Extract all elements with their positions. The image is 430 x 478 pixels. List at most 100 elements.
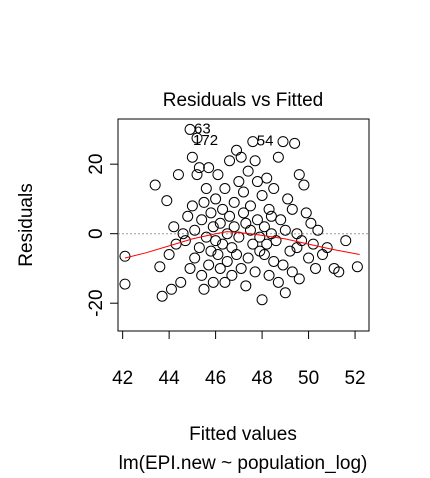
data-point — [261, 238, 273, 250]
data-point — [256, 294, 268, 306]
data-point — [219, 276, 231, 288]
data-point — [198, 283, 210, 295]
data-point — [168, 221, 180, 233]
data-point — [317, 249, 329, 261]
data-point — [351, 261, 363, 273]
data-point — [303, 252, 315, 264]
data-point — [217, 203, 229, 215]
data-point — [235, 151, 247, 163]
y-tick-label: -20 — [86, 289, 107, 316]
data-point — [291, 228, 303, 240]
data-point — [268, 183, 280, 195]
data-point — [172, 169, 184, 181]
data-point — [263, 269, 275, 281]
data-point — [258, 221, 270, 233]
data-point — [224, 210, 236, 222]
data-point — [240, 217, 252, 229]
data-point — [279, 287, 291, 299]
data-point — [231, 144, 243, 156]
data-point — [279, 224, 291, 236]
data-point — [207, 221, 219, 233]
data-point — [193, 242, 205, 254]
data-point — [247, 136, 259, 148]
data-point — [235, 262, 247, 274]
data-point — [191, 169, 203, 181]
data-point — [226, 269, 238, 281]
data-point — [184, 123, 196, 135]
outlier-label: 63 — [194, 120, 211, 137]
data-point — [205, 245, 217, 257]
data-point — [221, 255, 233, 267]
outlier-label: 54 — [257, 133, 274, 150]
data-point — [240, 280, 252, 292]
data-point — [200, 183, 212, 195]
data-point — [198, 196, 210, 208]
data-point — [186, 200, 198, 212]
data-point — [177, 228, 189, 240]
data-point — [189, 252, 201, 264]
data-point — [205, 207, 217, 219]
data-point — [189, 224, 201, 236]
chart-title: Residuals vs Fitted — [163, 90, 324, 111]
data-point — [286, 266, 298, 278]
data-point — [282, 193, 294, 205]
data-point — [244, 224, 256, 236]
x-tick-label: 50 — [298, 368, 319, 389]
data-point — [270, 235, 282, 247]
data-point — [251, 176, 263, 188]
data-point — [254, 231, 266, 243]
data-point — [233, 176, 245, 188]
x-tick-label: 46 — [205, 368, 226, 389]
x-tick-label: 48 — [252, 368, 273, 389]
data-point — [221, 228, 233, 240]
data-point — [293, 169, 305, 181]
data-point — [249, 266, 261, 278]
smoother-line — [124, 231, 360, 259]
data-point — [226, 242, 238, 254]
data-point — [210, 235, 222, 247]
data-point — [193, 162, 205, 174]
data-point — [212, 249, 224, 261]
data-point — [228, 196, 240, 208]
data-point — [277, 136, 289, 148]
data-point — [231, 249, 243, 261]
x-tick-label: 42 — [112, 368, 133, 389]
data-point — [293, 273, 305, 285]
data-point — [256, 189, 268, 201]
data-point — [286, 203, 298, 215]
data-point — [228, 221, 240, 233]
data-point — [191, 132, 203, 144]
data-point — [196, 214, 208, 226]
data-point — [312, 224, 324, 236]
y-axis: -20 0 20 — [86, 154, 118, 317]
data-point — [242, 165, 254, 177]
data-point — [242, 252, 254, 264]
data-point — [310, 262, 322, 274]
data-point — [238, 207, 249, 219]
data-point — [161, 195, 173, 207]
data-point — [182, 210, 194, 222]
y-tick-label: 0 — [86, 228, 107, 239]
x-axis-label: Fitted values — [189, 424, 297, 445]
data-point — [119, 278, 131, 290]
data-point — [163, 249, 175, 261]
data-point — [298, 179, 310, 191]
data-point — [300, 207, 312, 219]
data-point — [210, 193, 222, 205]
data-point — [219, 183, 231, 195]
data-point — [212, 169, 224, 181]
data-point — [263, 203, 275, 215]
data-point — [203, 259, 215, 271]
data-point — [214, 262, 226, 274]
data-point — [333, 266, 345, 278]
data-point — [305, 217, 317, 229]
data-point — [249, 155, 261, 167]
data-point — [156, 290, 168, 302]
data-point — [277, 259, 289, 271]
data-point — [214, 217, 226, 229]
data-point — [340, 235, 352, 247]
data-point — [272, 276, 284, 288]
data-point — [289, 137, 301, 149]
